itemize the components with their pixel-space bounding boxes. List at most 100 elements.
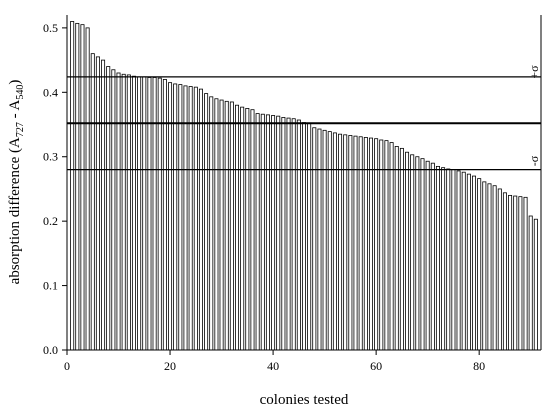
bar <box>193 86 198 351</box>
x-tick-label: 0 <box>64 359 70 373</box>
bar <box>80 24 85 351</box>
bar <box>533 218 538 351</box>
bar <box>240 106 245 351</box>
bar <box>229 101 234 351</box>
bar <box>245 108 250 351</box>
bar <box>425 160 430 351</box>
x-tick-label: 40 <box>267 359 279 373</box>
bar <box>394 146 399 351</box>
y-tick-label: 0.0 <box>43 343 58 357</box>
bar <box>296 119 301 351</box>
bar <box>518 196 523 351</box>
bar <box>85 27 90 351</box>
bar <box>70 21 75 351</box>
bar <box>209 96 214 351</box>
bar <box>358 136 363 351</box>
bar <box>343 134 348 351</box>
bar <box>147 77 152 351</box>
bar <box>214 98 219 351</box>
bar <box>188 86 193 351</box>
bar <box>379 139 384 351</box>
bar <box>75 22 80 351</box>
bar <box>482 181 487 351</box>
bar <box>461 171 466 351</box>
bar <box>271 115 276 351</box>
bar <box>106 66 111 351</box>
bar <box>101 59 106 351</box>
bar <box>332 132 337 351</box>
x-tick-label: 20 <box>164 359 176 373</box>
bar <box>441 167 446 351</box>
bar <box>219 99 224 351</box>
bar <box>116 72 121 351</box>
bar <box>415 156 420 351</box>
bar <box>374 138 379 351</box>
bar <box>152 77 157 351</box>
bar <box>502 192 507 351</box>
bar <box>260 113 265 351</box>
bar <box>137 76 142 351</box>
bar <box>487 183 492 351</box>
bar <box>451 169 456 351</box>
reference-lines-group <box>67 76 541 171</box>
bar <box>183 85 188 351</box>
bar <box>435 165 440 351</box>
bar <box>142 76 147 351</box>
x-tick-label: 60 <box>370 359 382 373</box>
y-axis-title-mid: - A <box>7 99 23 122</box>
ticks-group: 0 20 40 60 80 0.0 0.1 0.2 0.3 0.4 0.5 <box>43 21 485 373</box>
bar <box>348 135 353 351</box>
x-axis-title: colonies tested <box>260 392 349 408</box>
y-axis-title: absorption difference (A727 - A540) <box>7 80 26 285</box>
bar <box>204 93 209 351</box>
bar <box>528 215 533 351</box>
bar <box>111 69 116 351</box>
bar <box>430 162 435 351</box>
bar <box>420 158 425 351</box>
y-axis-title-main: absorption difference (A <box>7 137 23 284</box>
y-tick-label: 0.1 <box>43 279 58 293</box>
bar <box>198 88 203 351</box>
bar <box>126 74 131 351</box>
bar <box>399 147 404 351</box>
bars-group <box>70 21 538 351</box>
bar <box>131 75 136 351</box>
y-axis-title-end: ) <box>7 80 23 85</box>
bar <box>384 140 389 351</box>
bar <box>276 115 281 351</box>
bar <box>523 196 528 351</box>
bar <box>456 170 461 351</box>
bar <box>446 168 451 351</box>
y-tick-label: 0.5 <box>43 21 58 35</box>
bar <box>157 77 162 351</box>
bar <box>327 131 332 351</box>
bar <box>307 122 312 351</box>
bar <box>235 104 240 351</box>
bar <box>121 73 126 351</box>
y-axis-title-sub2: 540 <box>15 85 26 100</box>
bar <box>338 133 343 351</box>
bar <box>477 178 482 351</box>
plus-sigma-label: +σ <box>527 65 541 79</box>
minus-sigma-label: -σ <box>527 155 541 166</box>
bar <box>508 194 513 351</box>
bar <box>90 53 95 351</box>
bar <box>265 114 270 351</box>
bar <box>281 117 286 351</box>
y-tick-label: 0.3 <box>43 150 58 164</box>
x-tick-label: 80 <box>473 359 485 373</box>
y-tick-label: 0.4 <box>43 85 58 99</box>
bar <box>255 113 260 351</box>
bar <box>497 188 502 351</box>
bar <box>286 117 291 351</box>
bar <box>95 56 100 351</box>
bar <box>405 151 410 351</box>
bar <box>317 128 322 351</box>
y-axis-title-sub1: 727 <box>15 122 26 137</box>
bar <box>291 118 296 351</box>
bar <box>410 154 415 351</box>
bar <box>312 127 317 351</box>
bar <box>472 175 477 351</box>
axes-group <box>66 15 542 351</box>
